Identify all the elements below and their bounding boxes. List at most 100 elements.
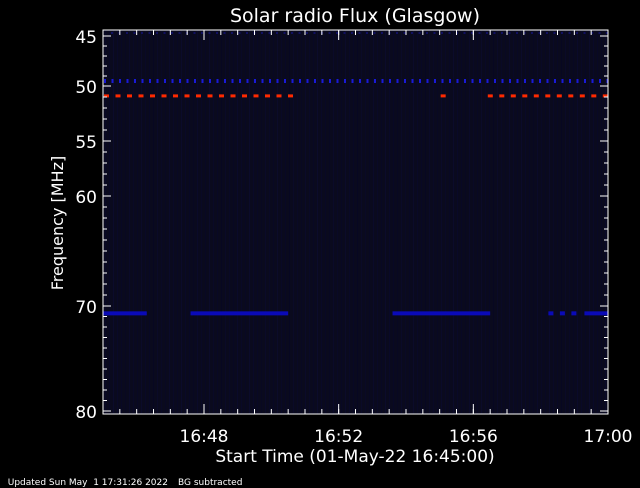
faint-dash [411, 32, 413, 34]
noise-column [505, 30, 506, 414]
noise-column [281, 30, 282, 414]
band-dash [127, 94, 132, 98]
faint-dash [336, 32, 338, 34]
noise-column [293, 30, 294, 414]
noise-column [573, 30, 574, 414]
noise-column [137, 30, 138, 414]
y-tick-label: 70 [75, 298, 97, 318]
noise-column [265, 30, 266, 414]
noise-column [205, 30, 206, 414]
band-dash [265, 94, 270, 98]
band-dash [219, 94, 224, 98]
band-dash [471, 79, 474, 83]
band-dash [306, 79, 309, 83]
band-dash [516, 79, 519, 83]
band-dash [359, 79, 361, 83]
faint-dash [343, 32, 346, 34]
faint-dash [178, 32, 181, 34]
faint-dash [298, 32, 301, 34]
noise-column [385, 30, 386, 414]
band-dash [479, 79, 481, 83]
faint-dash [508, 32, 511, 34]
noise-column [569, 30, 570, 414]
y-axis-label: Frequency [MHz] [48, 156, 67, 290]
noise-column [501, 30, 502, 414]
faint-dash [163, 32, 166, 34]
band-dash [230, 94, 236, 98]
band-dash [239, 79, 241, 83]
faint-dash [358, 32, 361, 34]
faint-dash [231, 32, 233, 34]
faint-dash [418, 32, 421, 34]
band-dash [224, 79, 226, 83]
x-tick-label: 16:48 [180, 427, 229, 447]
band-dash [104, 79, 106, 83]
noise-column [225, 30, 226, 414]
noise-column [557, 30, 558, 414]
band-dash [419, 79, 421, 83]
noise-column [409, 30, 410, 414]
band-dash [216, 79, 219, 83]
plot-area-background [103, 30, 608, 414]
noise-column [377, 30, 378, 414]
noise-column [161, 30, 162, 414]
band-dash [329, 79, 331, 83]
band-dash [576, 79, 579, 83]
band-dash [231, 79, 234, 83]
noise-column [169, 30, 170, 414]
band-dash [299, 79, 301, 83]
noise-column [181, 30, 182, 414]
faint-dash [568, 32, 571, 34]
noise-column [157, 30, 158, 414]
band-dash [441, 79, 444, 83]
band-dash [194, 79, 196, 83]
noise-column [389, 30, 390, 414]
faint-dash [261, 32, 263, 34]
noise-column [349, 30, 350, 414]
noise-column [121, 30, 122, 414]
y-tick-label: 55 [75, 133, 97, 153]
faint-dash [156, 32, 158, 34]
noise-column [249, 30, 250, 414]
noise-column [461, 30, 462, 414]
band-dash [321, 79, 324, 83]
noise-column [217, 30, 218, 414]
x-tick-label: 16:56 [449, 427, 498, 447]
noise-column [149, 30, 150, 414]
noise-column [233, 30, 234, 414]
noise-column [597, 30, 598, 414]
noise-column [517, 30, 518, 414]
band-dash [186, 79, 189, 83]
noise-column [277, 30, 278, 414]
band-dash [404, 79, 406, 83]
noise-column [305, 30, 306, 414]
faint-dash [516, 32, 518, 34]
faint-dash [553, 32, 556, 34]
noise-column [525, 30, 526, 414]
noise-column [201, 30, 202, 414]
noise-column [333, 30, 334, 414]
band-dash [184, 94, 190, 98]
noise-column [125, 30, 126, 414]
band-dash [599, 79, 601, 83]
faint-dash [441, 32, 443, 34]
band-dash [554, 79, 556, 83]
band-dash [336, 79, 339, 83]
band-segment [392, 311, 491, 316]
noise-column [425, 30, 426, 414]
band-dash [314, 79, 316, 83]
band-dash [374, 79, 376, 83]
faint-dash [313, 32, 316, 34]
noise-column [477, 30, 478, 414]
band-dash [548, 311, 554, 316]
band-dash [284, 79, 286, 83]
noise-column [269, 30, 270, 414]
band-dash [173, 94, 178, 98]
noise-column [245, 30, 246, 414]
faint-dash [531, 32, 533, 34]
band-dash [584, 79, 586, 83]
noise-column [465, 30, 466, 414]
noise-column [177, 30, 178, 414]
noise-column [381, 30, 382, 414]
